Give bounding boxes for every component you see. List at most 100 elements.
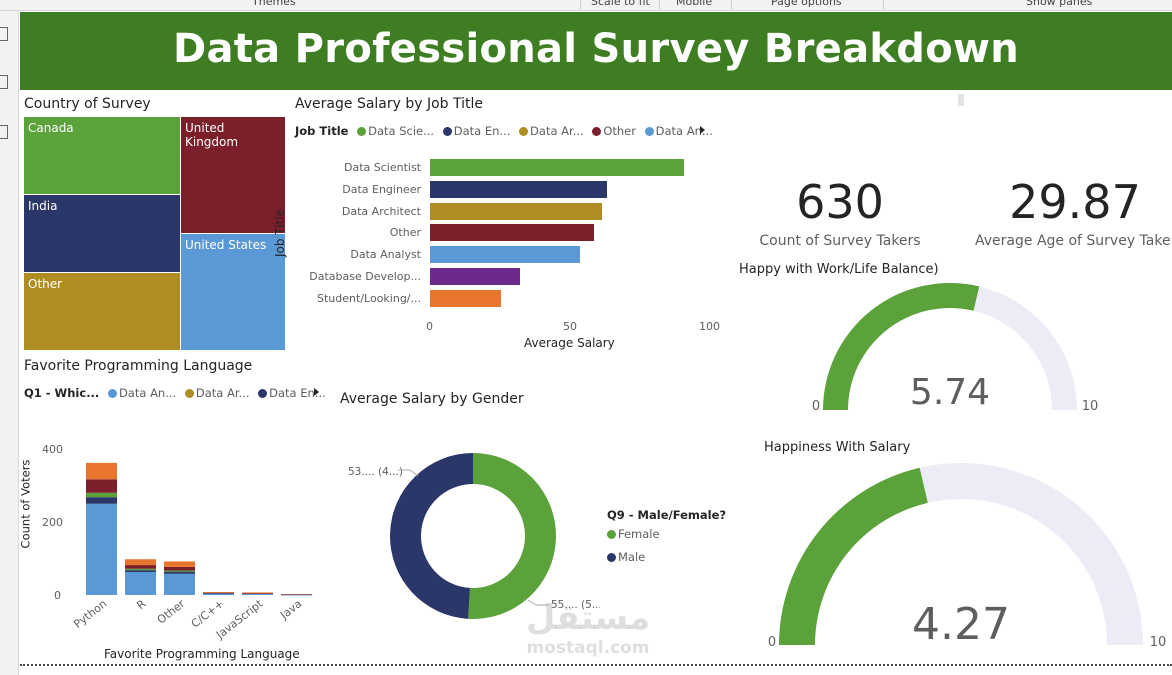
legend-dot-icon — [519, 127, 529, 136]
stacked-bar-segment[interactable] — [86, 479, 117, 493]
stacked-bar-segment[interactable] — [125, 565, 156, 569]
stacked-bar-segment[interactable] — [164, 566, 195, 571]
salary-bar[interactable] — [430, 202, 602, 220]
salary-gauge[interactable]: 4.27 0 10 — [760, 455, 1172, 655]
stacked-bar-segment[interactable] — [125, 572, 156, 595]
legend-item[interactable]: Data En... — [253, 386, 326, 400]
survey-count-label: Count of Survey Takers — [759, 233, 921, 249]
treemap-cell-united-states[interactable]: United States — [181, 234, 285, 350]
treemap-cell-united-kingdom[interactable]: United Kingdom — [181, 117, 285, 233]
salary-bar[interactable] — [430, 159, 684, 176]
treemap-label: United States — [185, 238, 267, 252]
y-tick: 400 — [42, 443, 63, 456]
gender-donut[interactable]: 53.... (4...) 55.... (5...) — [340, 440, 600, 635]
model-view-icon[interactable] — [0, 125, 8, 139]
legend-item-male[interactable]: Male — [602, 550, 645, 564]
legend-label: Data En... — [269, 386, 326, 400]
page-bottom-border — [20, 664, 1172, 666]
category-label: Data Analyst — [350, 248, 421, 262]
legend-label: Data An... — [655, 124, 713, 138]
legend-dot-icon — [184, 389, 194, 398]
legend-dot-icon — [258, 389, 268, 398]
stacked-bar-segment[interactable] — [164, 570, 195, 572]
legend-dot-icon — [607, 553, 616, 562]
page-title: Data Professional Survey Breakdown — [172, 26, 1020, 72]
salary-gauge-title: Happiness With Salary — [764, 440, 911, 455]
treemap-cell-canada[interactable]: Canada — [24, 117, 180, 194]
show-panes-button[interactable]: Show panes — [1026, 0, 1093, 8]
treemap-cell-india[interactable]: India — [24, 195, 180, 272]
stacked-bar-segment[interactable] — [86, 492, 117, 498]
legend-dot-icon — [607, 530, 616, 539]
mostaql-watermark: مستقل mostaql.com — [526, 598, 650, 658]
panel-grip — [958, 94, 964, 106]
salary-bar[interactable] — [430, 246, 581, 264]
legend-next-chevron-icon[interactable] — [700, 126, 705, 134]
stacked-bar-segment[interactable] — [86, 503, 117, 595]
legend-item[interactable]: Data En... — [438, 124, 510, 138]
category-label: Other — [155, 597, 188, 627]
salary-bar[interactable] — [430, 268, 521, 285]
gender-title: Average Salary by Gender — [340, 391, 524, 407]
treemap-cell-other[interactable]: Other — [24, 273, 180, 350]
legend-title: Job Title — [295, 124, 349, 138]
legend-next-chevron-icon[interactable] — [314, 388, 319, 396]
stacked-bar-segment[interactable] — [242, 593, 273, 595]
category-label: Java — [277, 597, 304, 622]
fav-lang-legend: Q1 - Whic... Data An... Data Ar... Data … — [24, 386, 326, 400]
legend-label: Male — [618, 550, 646, 564]
stacked-bar-segment[interactable] — [164, 561, 195, 567]
gauge-value: 5.74 — [910, 372, 990, 413]
legend-item[interactable]: Other — [587, 124, 636, 138]
category-label: Student/Looking/... — [317, 291, 421, 305]
table-view-icon[interactable] — [0, 75, 8, 89]
title-banner: Data Professional Survey Breakdown — [20, 12, 1172, 90]
legend-item[interactable]: Data Ar... — [180, 386, 250, 400]
legend-dot-icon — [592, 127, 602, 136]
stacked-bar-segment[interactable] — [203, 592, 234, 593]
scale-to-fit-button[interactable]: Scale to fit — [591, 0, 650, 8]
stacked-bar-segment[interactable] — [164, 571, 195, 574]
donut-slice[interactable] — [390, 453, 473, 619]
stacked-bar-segment[interactable] — [164, 573, 195, 595]
worklife-gauge-title: Happy with Work/Life Balance) — [739, 262, 939, 277]
stacked-bar-segment[interactable] — [242, 593, 273, 594]
salary-bar[interactable] — [430, 224, 594, 242]
legend-item[interactable]: Data Scie... — [352, 124, 434, 138]
stacked-bar-segment[interactable] — [242, 592, 273, 594]
treemap-label: Canada — [28, 121, 74, 135]
legend-dot-icon — [357, 127, 367, 136]
male-data-label: 53.... (4...) — [348, 466, 403, 478]
salary-bar[interactable] — [430, 289, 501, 307]
legend-item[interactable]: Data An... — [103, 386, 176, 400]
mobile-button[interactable]: Mobile — [676, 0, 713, 8]
report-view-icon[interactable] — [0, 27, 8, 41]
category-label: Data Architect — [341, 204, 421, 218]
gauge-max-label: 10 — [1150, 635, 1167, 650]
worklife-gauge[interactable]: 5.74 0 10 — [800, 270, 1100, 420]
stacked-bar-segment[interactable] — [86, 462, 117, 480]
salary-bar[interactable] — [430, 180, 608, 198]
legend-item-female[interactable]: Female — [602, 527, 660, 541]
treemap-label: India — [28, 199, 58, 213]
legend-title: Q1 - Whic... — [24, 386, 100, 400]
page-options-button[interactable]: Page options — [771, 0, 842, 8]
stacked-bar-segment[interactable] — [125, 568, 156, 571]
gauge-fill[interactable] — [779, 467, 928, 645]
fav-lang-ylabel: Count of Voters — [18, 459, 33, 549]
themes-button[interactable]: Themes — [252, 0, 296, 8]
survey-count-value: 630 — [796, 175, 884, 229]
stacked-bar-segment[interactable] — [125, 559, 156, 566]
category-label: Python — [71, 597, 109, 631]
gauge-fill[interactable] — [823, 283, 980, 410]
legend-label: Data Ar... — [195, 386, 250, 400]
y-tick: 0 — [54, 589, 61, 602]
legend-label: Data An... — [118, 386, 177, 400]
stacked-bar-segment[interactable] — [86, 497, 117, 504]
legend-item[interactable]: Data An... — [640, 124, 713, 138]
stacked-bar-segment[interactable] — [203, 593, 234, 595]
donut-slice[interactable] — [468, 453, 556, 619]
stacked-bar-segment[interactable] — [125, 570, 156, 573]
stacked-bar-segment[interactable] — [281, 594, 312, 596]
legend-item[interactable]: Data Ar... — [514, 124, 584, 138]
